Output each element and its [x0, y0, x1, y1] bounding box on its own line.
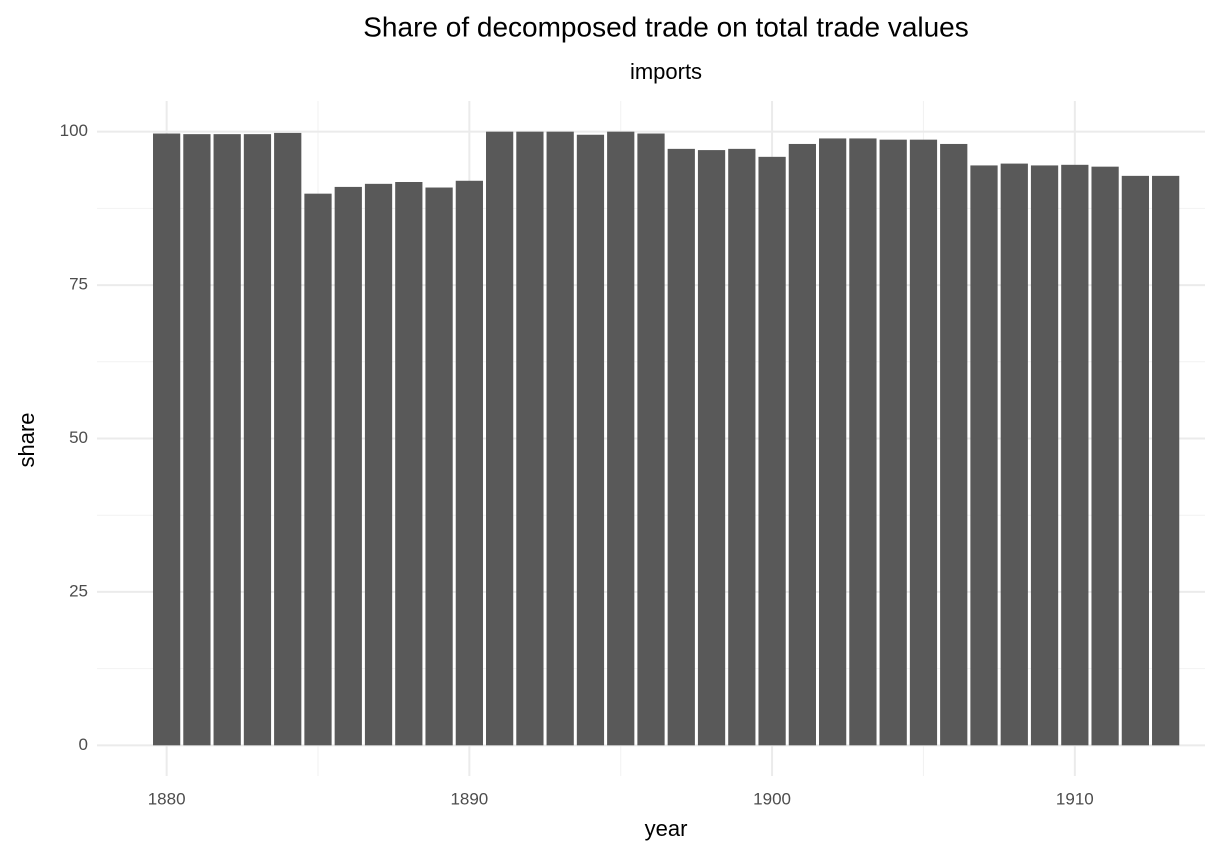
x-tick-label: 1890 [450, 789, 488, 808]
y-tick-label: 25 [69, 581, 88, 600]
bar [516, 131, 544, 746]
bar [940, 143, 968, 746]
bar [576, 134, 605, 746]
chart-title: Share of decomposed trade on total trade… [363, 11, 969, 42]
bar [849, 138, 877, 746]
bar [1000, 163, 1028, 746]
bar [970, 165, 998, 746]
bar [274, 132, 302, 746]
bar [425, 187, 453, 746]
bar [486, 131, 514, 746]
bar [728, 148, 756, 746]
bar [819, 138, 847, 746]
bar [395, 182, 423, 746]
bar [213, 134, 241, 746]
bar [364, 183, 393, 746]
x-tick-label: 1880 [148, 789, 186, 808]
bar [1030, 165, 1059, 746]
bar [1121, 175, 1149, 746]
y-tick-label: 100 [60, 121, 88, 140]
bar [1061, 164, 1089, 746]
bar [1091, 166, 1119, 746]
bar [183, 134, 211, 746]
bar [909, 139, 938, 746]
bar [788, 143, 816, 746]
bar [607, 131, 635, 746]
y-tick-label: 50 [69, 428, 88, 447]
bar [697, 150, 726, 746]
chart-subtitle: imports [630, 59, 702, 84]
bar [637, 133, 665, 746]
bar [758, 156, 786, 746]
bar [455, 180, 483, 746]
bar [667, 148, 695, 746]
tick-labels: 0 25 50 75 100 1880 1890 1900 1910 [60, 121, 1094, 808]
bar [879, 139, 907, 746]
x-tick-label: 1900 [753, 789, 791, 808]
bars [153, 131, 1180, 746]
bar [1152, 175, 1180, 746]
x-axis-label: year [645, 816, 688, 841]
bar [334, 186, 362, 746]
bar [243, 134, 272, 746]
bar [304, 193, 332, 746]
bar [546, 131, 574, 746]
y-tick-label: 0 [79, 735, 88, 754]
x-tick-label: 1910 [1056, 789, 1094, 808]
bar [153, 133, 181, 746]
y-axis-label: share [14, 412, 39, 467]
y-tick-label: 75 [69, 275, 88, 294]
